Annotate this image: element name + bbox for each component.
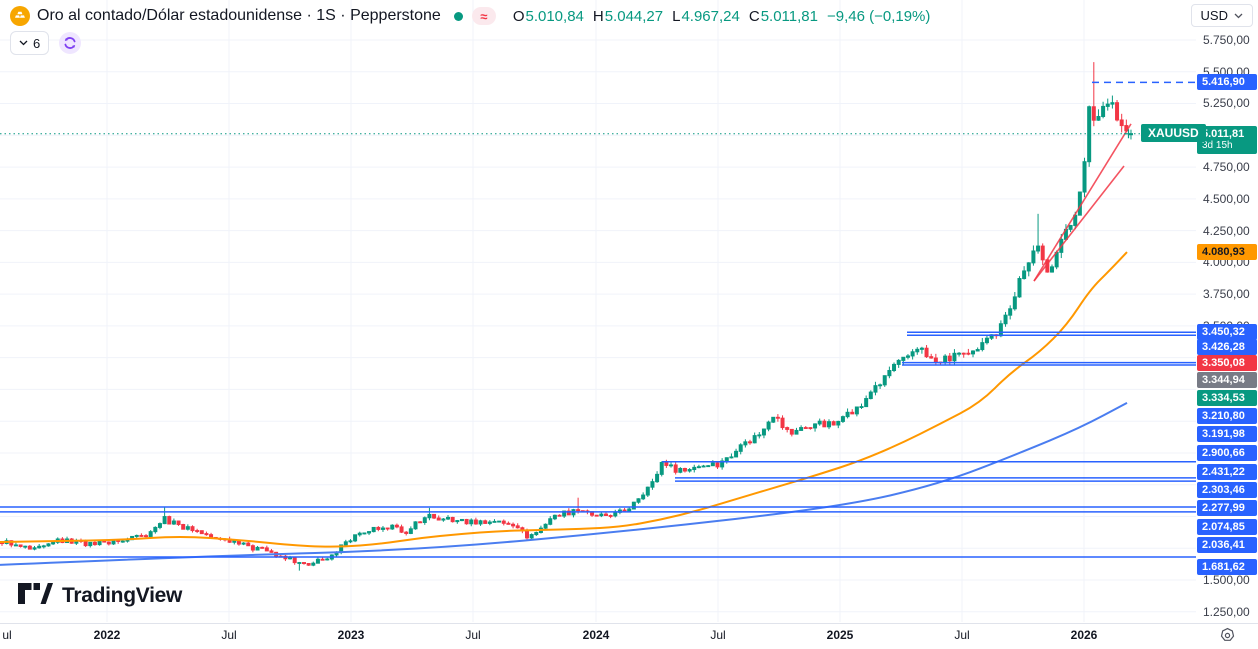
change-value: −9,46 (−0,19%) (826, 7, 931, 25)
price-badge: 2.277,99 (1197, 500, 1257, 516)
price-badge: 3.344,94 (1197, 372, 1257, 388)
price-scale-label: 5.250,00 (1203, 96, 1250, 110)
ohlc-values: O 5.010,84 H 5.044,27 L 4.967,24 C 5.011,81 … (513, 8, 931, 25)
symbol-title[interactable]: Oro al contado/Dólar estadounidense · 1S… (37, 7, 441, 24)
time-axis-label: Jul (465, 628, 481, 642)
time-axis-label: 2022 (93, 628, 121, 642)
chart-subheader: 6 (10, 31, 82, 55)
close-value: 5.011,81 (760, 7, 818, 25)
approx-values-icon[interactable]: ≈ (471, 7, 496, 25)
time-axis-label: Jul (221, 628, 237, 642)
open-value: 5.010,84 (525, 7, 584, 25)
tradingview-mark-icon (18, 583, 53, 604)
price-badge: 2.303,46 (1197, 482, 1257, 498)
chevron-down-icon (1234, 13, 1243, 18)
symbol-price-label: XAUUSD (1141, 124, 1206, 142)
open-label: O (512, 7, 525, 25)
indicators-count: 6 (33, 35, 41, 51)
price-badge: 2.900,66 (1197, 445, 1257, 461)
time-axis-label: ul (2, 628, 12, 642)
price-badge: 5.416,90 (1197, 74, 1257, 90)
candles-down (0, 62, 1129, 566)
price-badge: 3.191,98 (1197, 426, 1257, 442)
indicators-button[interactable]: 6 (10, 31, 50, 55)
price-scale-label: 3.750,00 (1203, 287, 1250, 301)
low-value: 4.967,24 (681, 7, 740, 25)
price-scale-label: 4.250,00 (1203, 224, 1250, 238)
price-badge: 3.350,08 (1197, 355, 1257, 371)
high-label: H (592, 7, 604, 25)
bar-countdown: 3d 15h (1202, 140, 1233, 151)
price-badge: 3.210,80 (1197, 408, 1257, 424)
market-status-dot-icon[interactable] (453, 11, 463, 21)
time-axis-label: 2026 (1070, 628, 1098, 642)
last-bar-marker-icon (1124, 129, 1133, 139)
time-axis-label: Jul (954, 628, 970, 642)
price-badge: 2.074,85 (1197, 519, 1257, 535)
tradingview-logo-text: TradingView (62, 584, 183, 607)
blue-curve-line (0, 402, 1128, 566)
orange-ma-line (0, 251, 1128, 548)
close-label: C (748, 7, 760, 25)
price-badge: 2.036,41 (1197, 537, 1257, 553)
low-label: L (672, 7, 681, 25)
currency-button[interactable]: USD (1190, 4, 1253, 27)
settings-gear-icon[interactable] (1219, 627, 1236, 649)
currency-label: USD (1200, 8, 1228, 23)
time-axis-label: 2024 (582, 628, 610, 642)
price-badge: 3.334,53 (1197, 390, 1257, 406)
price-badge: 5.011,81 3d 15h (1197, 126, 1257, 154)
chart-header: Oro al contado/Dólar estadounidense · 1S… (10, 6, 930, 26)
price-scale-label: 4.500,00 (1203, 192, 1250, 206)
price-badge: 1.681,62 (1197, 559, 1257, 575)
price-scale-label: 5.750,00 (1203, 33, 1250, 47)
tradingview-logo[interactable]: TradingView (18, 583, 182, 609)
time-axis-label: 2025 (826, 628, 854, 642)
time-axis-label: Jul (710, 628, 726, 642)
price-scale[interactable]: 5.750,00 5.500,00 5.250,00 4.750,00 4.500,00… (1196, 0, 1258, 623)
time-axis[interactable]: ul 2022 Jul 2023 Jul 2024 Jul 2025 Jul 2026 (0, 623, 1258, 648)
price-badge: 2.431,22 (1197, 464, 1257, 480)
time-axis-label: 2023 (337, 628, 365, 642)
red-trendline (1033, 123, 1132, 282)
high-value: 5.044,27 (604, 7, 664, 25)
sync-refresh-icon[interactable] (59, 32, 82, 54)
price-scale-label: 1.500,00 (1203, 573, 1250, 587)
gold-coin-icon (10, 6, 30, 26)
price-scale-label: 4.750,00 (1203, 160, 1250, 174)
price-badge: 3.450,32 (1197, 324, 1257, 340)
red-trendline (1033, 165, 1125, 282)
price-badge: 4.080,93 (1197, 244, 1257, 260)
chevron-down-icon (19, 40, 28, 46)
price-badge: 3.426,28 (1197, 339, 1257, 355)
price-scale-label: 1.250,00 (1203, 605, 1250, 619)
chart-canvas[interactable] (0, 0, 1196, 623)
candles-up (4, 95, 1133, 571)
